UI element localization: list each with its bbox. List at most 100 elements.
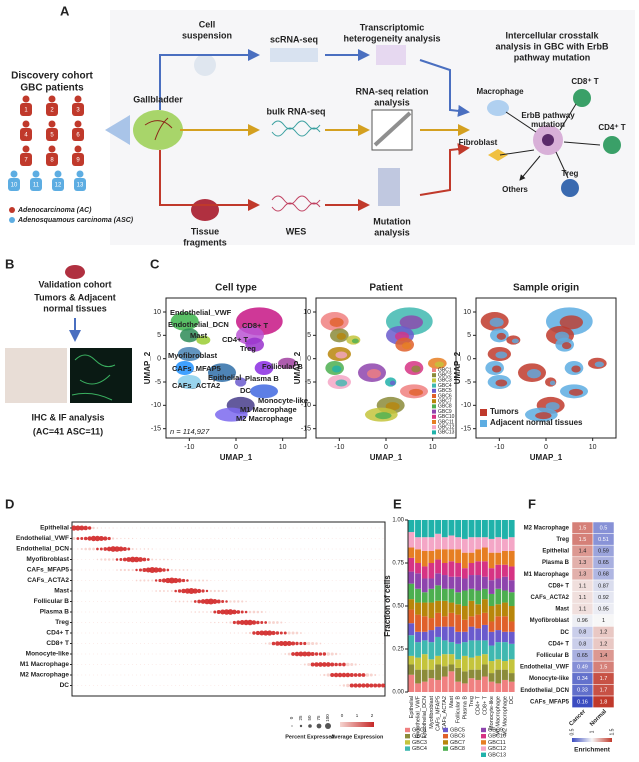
dot [280,580,282,581]
dot [284,559,286,560]
dot [261,559,263,560]
dot [183,527,184,529]
dot [206,579,208,582]
dot [167,611,169,613]
dot [366,653,368,655]
dot [265,611,267,613]
dot [273,685,274,686]
dot [245,527,247,529]
dot [175,611,177,613]
patient-number: 2 [50,108,54,114]
bar-segment [448,576,455,589]
patient-number: 10 [11,183,18,189]
dot [202,611,204,613]
dot [140,664,141,665]
dot [159,611,161,613]
dot [253,569,255,571]
dot [112,685,114,686]
bar-segment [508,606,515,622]
dot [355,601,357,602]
dot [128,685,130,686]
dot [366,643,368,644]
dot [288,548,290,550]
dot [124,601,126,602]
dot [315,642,318,645]
dot [183,674,184,676]
dot [323,601,325,602]
dot [339,527,341,529]
bar-segment [441,563,448,576]
dot [155,653,157,655]
dot [135,579,138,582]
dot [232,620,236,625]
dot [174,589,177,593]
dot [265,548,267,550]
dot [147,685,149,686]
bar-segment [468,600,475,617]
cell-value: 0.68 [598,572,609,578]
dot [154,579,158,582]
dot [179,611,180,613]
bar-segment [441,640,448,655]
dot [335,548,337,550]
legend-label: GBC1 [438,367,452,373]
label: Tissue [191,226,219,236]
dot [132,685,134,686]
bar-segment [508,621,515,632]
legend-title: Enrichment [574,747,611,754]
legend-label: GBC3 [412,740,427,746]
dot [268,621,271,624]
bar-segment [502,661,508,670]
bar-segment [455,576,462,593]
dot [226,674,227,676]
dot [194,632,196,634]
legend-label: GBC8 [450,746,465,752]
legend-swatch [432,425,436,430]
row-label: Mast [555,607,569,613]
cell-value: 1.2 [600,630,608,636]
dot [77,643,79,644]
bar-segment [488,645,495,662]
dot [100,622,102,623]
dot [331,590,333,592]
dot [81,674,83,676]
dot [143,548,146,550]
dot [277,611,278,613]
dot [257,580,259,581]
label: Intercellular crosstalk [505,30,599,40]
dot [280,653,282,655]
dot [300,590,302,592]
dot [359,559,360,560]
dot [373,683,378,688]
dot [126,557,132,562]
dot [202,569,204,571]
dot [155,622,157,623]
bar-segment [415,549,421,563]
dot [222,538,224,539]
dot [142,557,147,562]
dot [339,622,341,623]
dot [248,610,252,614]
x-tick-label: Myofibroblast [429,696,435,729]
dot [320,548,321,550]
dot [179,548,180,550]
dot [222,674,224,676]
dot [320,601,321,602]
dot [245,664,247,665]
dot [363,632,364,634]
row-label: CD8+ T [548,583,569,589]
dot [133,556,140,563]
dot [347,632,349,634]
bar-segment [475,537,482,550]
dot [316,580,317,581]
dot [77,569,79,571]
dot [306,651,312,657]
dot [230,527,231,529]
bar-segment [468,588,475,601]
dot [271,641,276,646]
dot [143,527,145,529]
dot [323,580,325,581]
dot [151,579,154,582]
dot [355,538,357,539]
row-label: M1 Macrophage [20,661,70,668]
